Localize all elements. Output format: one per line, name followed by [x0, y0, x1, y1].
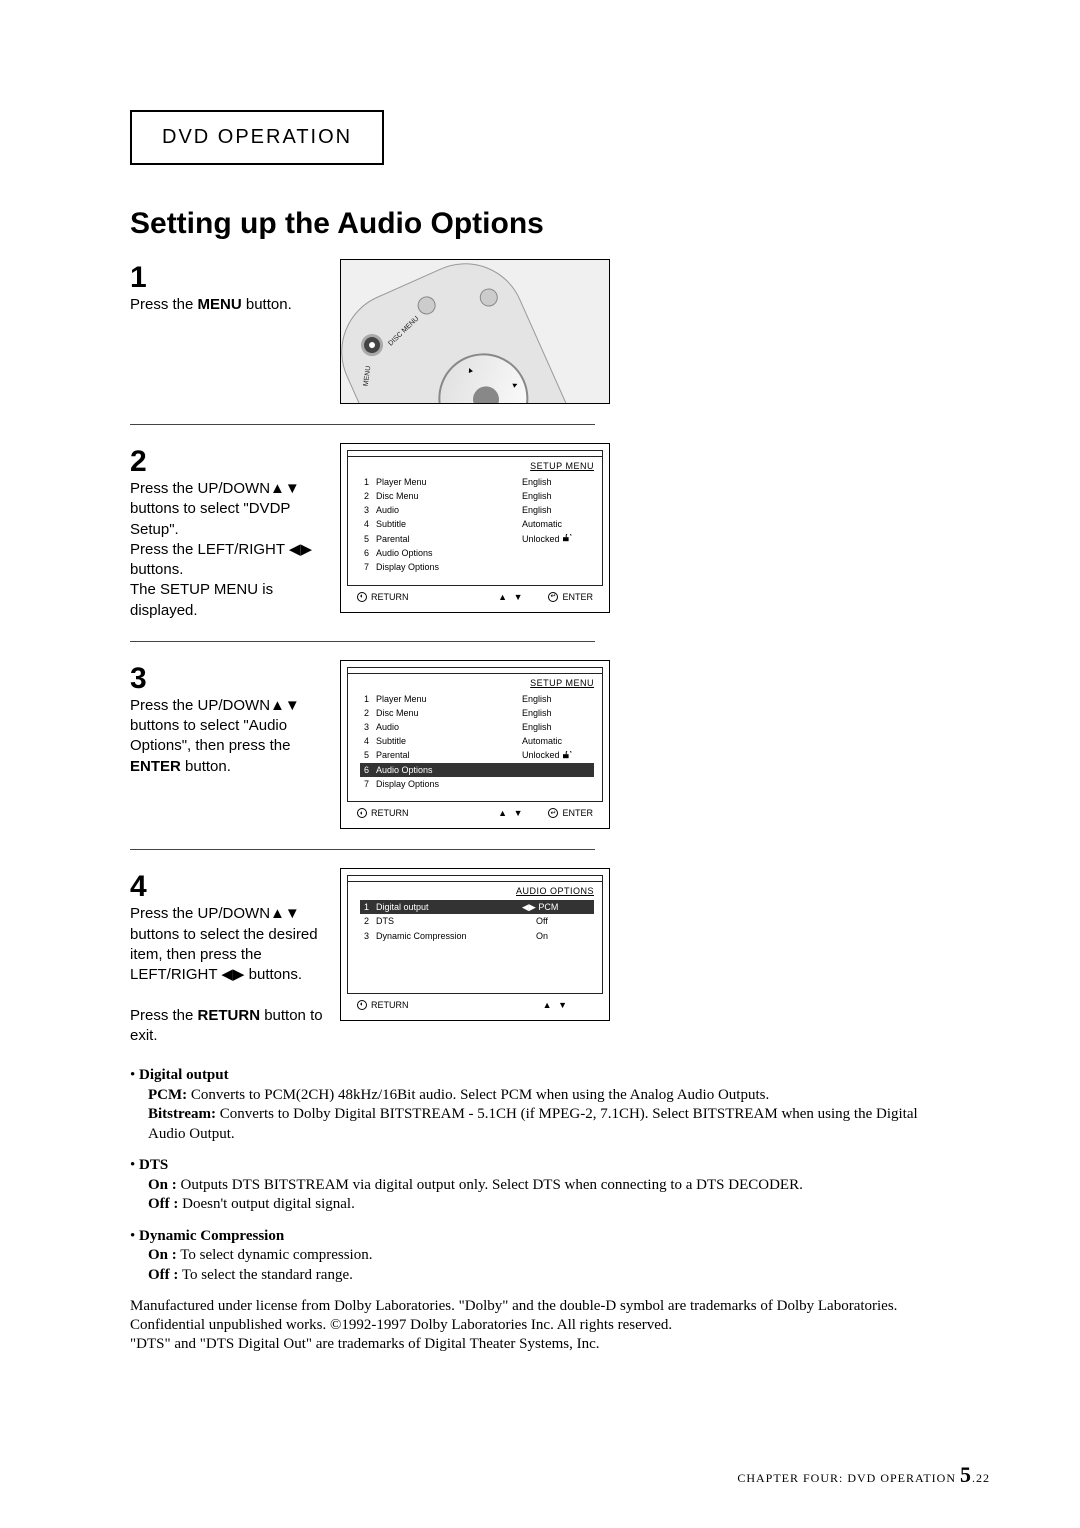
- osd-setup-menu-highlighted: SETUP MENU 1Player MenuEnglish 2Disc Men…: [340, 660, 610, 830]
- step-instruction: Press the MENU button.: [130, 295, 328, 315]
- page-footer: CHAPTER FOUR: DVD OPERATION 5.22: [737, 1462, 990, 1488]
- step-number: 2: [130, 447, 328, 477]
- section-title: DVD OPERATION: [162, 126, 352, 148]
- step-number: 3: [130, 664, 328, 694]
- enter-icon: ↵: [548, 808, 558, 818]
- osd-row-selected: 1Digital output◀▶ PCM: [360, 900, 594, 914]
- section-header: DVD OPERATION: [130, 110, 384, 165]
- remote-illustration: MENU DISC MENU ▴ ▾ ◂ ▸: [340, 259, 610, 404]
- step-number: 4: [130, 872, 328, 902]
- osd-footer: ◐RETURN ▲ ▼: [347, 994, 603, 1010]
- osd-row-selected: 6Audio Options: [360, 763, 594, 777]
- osd-footer: ◐RETURN ▲ ▼ ↵ENTER: [347, 802, 603, 818]
- notes: • Digital output PCM: Converts to PCM(2C…: [130, 1066, 950, 1285]
- lock-icon: [562, 750, 572, 762]
- step-1: 1 Press the MENU button. MENU DISC MENU …: [130, 259, 990, 404]
- divider: [130, 641, 595, 642]
- return-icon: ◐: [357, 592, 367, 602]
- osd-title: AUDIO OPTIONS: [348, 882, 602, 898]
- nav-ring-icon: ▴ ▾ ◂ ▸: [424, 339, 543, 404]
- osd-title: SETUP MENU: [348, 674, 602, 690]
- page-title: Setting up the Audio Options: [130, 207, 990, 241]
- step-instruction: Press the UP/DOWN▲▼ buttons to select "A…: [130, 696, 328, 777]
- lock-icon: [562, 533, 572, 545]
- return-icon: ◐: [357, 1000, 367, 1010]
- return-icon: ◐: [357, 808, 367, 818]
- osd-title: SETUP MENU: [348, 457, 602, 473]
- osd-setup-menu: SETUP MENU 1Player MenuEnglish 2Disc Men…: [340, 443, 610, 613]
- menu-button-icon: [358, 331, 387, 360]
- step-3: 3 Press the UP/DOWN▲▼ buttons to select …: [130, 660, 990, 830]
- enter-icon: ↵: [548, 592, 558, 602]
- osd-footer: ◐RETURN ▲ ▼ ↵ENTER: [347, 586, 603, 602]
- step-4: 4 Press the UP/DOWN▲▼ buttons to select …: [130, 868, 990, 1046]
- step-number: 1: [130, 263, 328, 293]
- legal-text: Manufactured under license from Dolby La…: [130, 1297, 950, 1353]
- step-instruction: Press the UP/DOWN▲▼ buttons to select "D…: [130, 479, 328, 621]
- step-2: 2 Press the UP/DOWN▲▼ buttons to select …: [130, 443, 990, 621]
- osd-audio-options: AUDIO OPTIONS 1Digital output◀▶ PCM 2DTS…: [340, 868, 610, 1020]
- divider: [130, 849, 595, 850]
- step-instruction: Press the UP/DOWN▲▼ buttons to select th…: [130, 904, 328, 1046]
- divider: [130, 424, 595, 425]
